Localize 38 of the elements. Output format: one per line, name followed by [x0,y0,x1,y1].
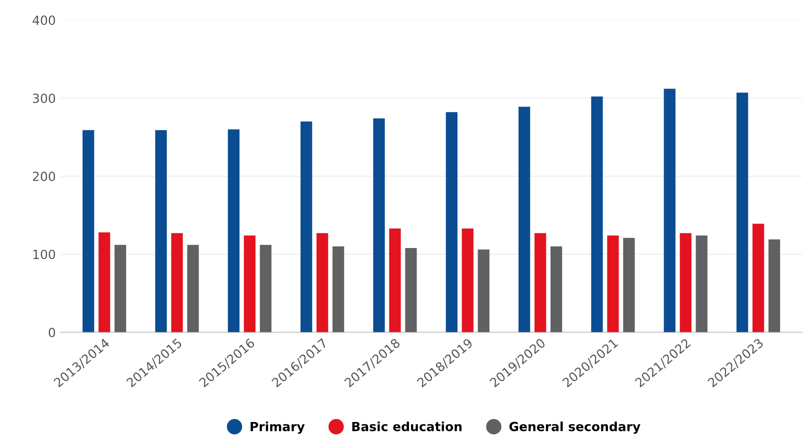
bar [244,235,256,332]
bar [550,246,562,332]
bar [696,235,708,332]
bar [389,228,401,332]
bar [171,233,183,332]
bar [300,122,312,332]
y-tick-label: 0 [48,328,56,338]
bar [623,238,635,332]
bar [332,246,344,332]
bar [187,244,199,332]
y-tick-label: 200 [32,172,56,182]
y-tick-label: 300 [32,94,56,104]
bar [446,112,458,332]
y-tick-label: 100 [33,250,56,260]
legend-label: Primary [250,422,305,434]
bar [607,235,619,332]
bar [534,233,546,332]
legend-label: General secondary [509,422,640,434]
legend-label: Basic education [352,422,462,432]
bar [405,248,417,332]
bar [768,239,780,332]
bar [316,233,328,332]
bar [82,130,94,332]
bar [736,92,748,332]
bar [228,129,240,332]
bar [114,244,126,332]
bar [591,96,603,332]
bar [98,232,110,332]
bar [518,106,530,332]
bar [478,250,490,332]
bar [155,130,167,332]
bar [752,224,764,332]
y-tick-label: 400 [32,16,56,25]
bar [462,228,474,332]
bar [260,244,272,332]
bar [373,118,385,332]
bar [664,88,676,332]
bar [680,233,692,332]
